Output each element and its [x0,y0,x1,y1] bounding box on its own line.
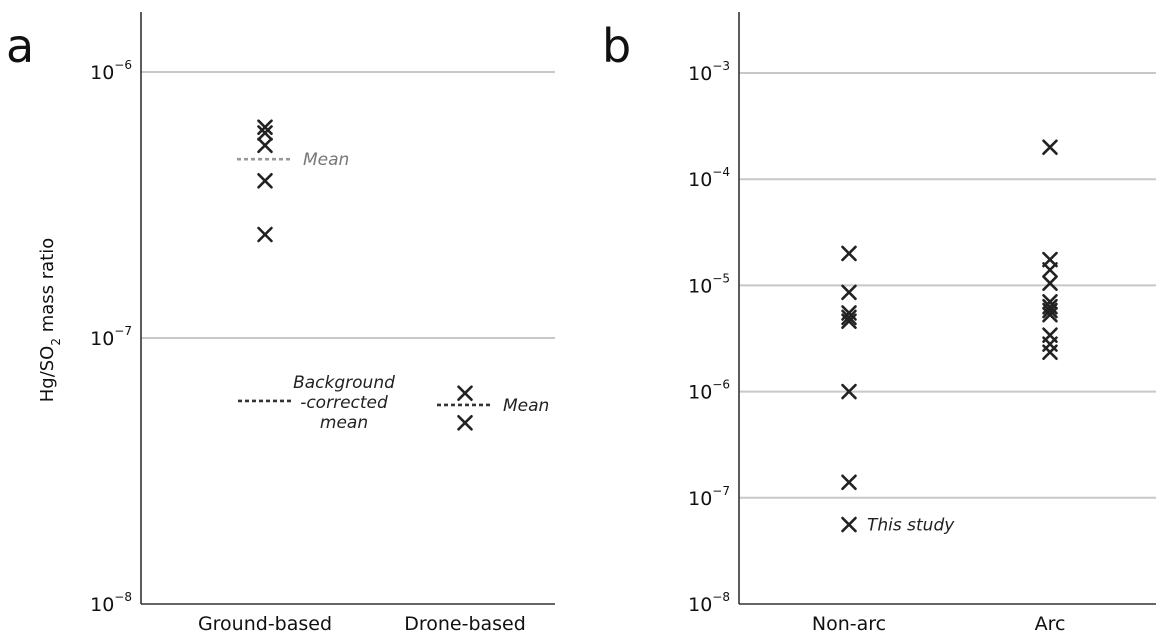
panel-b-annotations: This study [867,516,955,536]
y-axis-label: Hg/SO2 mass ratio [37,238,63,403]
y-tick-label: 10−8 [688,590,730,616]
panel-a-gridlines [141,71,555,339]
data-point-marker [841,284,857,301]
data-point-marker [841,245,857,262]
panel-a-letter: a [6,19,34,73]
data-point-marker [841,516,857,533]
panel-a-reference-lines: Mean Background -corrected mean Mean [237,150,549,433]
data-point-marker [1042,139,1058,156]
data-point-marker [1042,306,1058,323]
x-category-label: Drone-based [404,613,526,634]
data-point-marker [841,474,857,491]
data-point-marker [841,309,857,326]
background-corrected-mean-label: Background -corrected mean [293,373,395,433]
y-tick-label: 10−6 [90,58,132,84]
data-point-marker [841,383,857,400]
data-point-marker [457,414,473,431]
x-category-label: Ground-based [198,613,332,634]
y-tick-label: 10−3 [688,59,730,85]
y-tick-label: 10−5 [688,271,730,297]
panel-b-y-ticks: 10−3 10−4 10−5 10−6 10−7 10−8 [688,59,730,616]
panel-a-y-ticks: 10−6 10−7 10−8 [90,58,132,616]
panel-b-letter: b [602,19,631,73]
data-point-marker [1042,275,1058,291]
data-point-marker [257,137,273,154]
panel-b: b 10−3 10−4 10−5 10−6 10−7 10−8 Non-arc Arc Th… [602,12,1156,634]
y-tick-label: 10−4 [688,165,730,191]
panel-b-markers [841,139,1058,533]
data-point-marker [457,385,473,402]
y-tick-label: 10−6 [688,378,730,404]
data-point-marker [1042,262,1058,278]
y-axis-label-rest: mass ratio [37,238,58,338]
panel-a-categories: Ground-based Drone-based [198,613,526,634]
data-point-marker [1042,344,1058,360]
data-point-marker [1042,302,1058,319]
data-point-marker [841,313,857,330]
panel-a: a Hg/SO2 mass ratio 10−6 10−7 10−8 Ground-… [6,12,555,634]
x-category-label: Arc [1035,613,1066,634]
y-axis-label-main: Hg/SO [37,346,58,403]
y-tick-label: 10−7 [90,324,132,350]
x-category-label: Non-arc [812,613,886,634]
y-axis-label-sub: 2 [49,338,63,346]
data-point-marker [257,226,273,243]
panel-b-gridlines [739,72,1156,499]
panel-b-categories: Non-arc Arc [812,613,1066,634]
this-study-label: This study [867,516,955,536]
mean-label: Mean [303,150,349,170]
y-tick-label: 10−7 [688,484,730,510]
data-point-marker [257,125,273,141]
y-tick-label: 10−8 [90,590,132,616]
mean-label: Mean [503,396,549,416]
panel-a-markers [257,119,473,431]
data-point-marker [257,172,273,189]
data-point-marker [257,119,273,136]
